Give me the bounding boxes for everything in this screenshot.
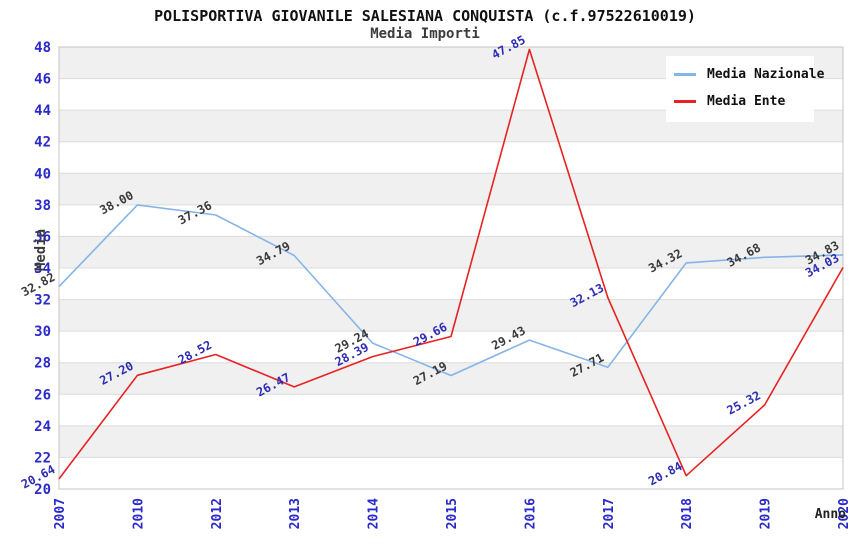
y-tick-label: 36 xyxy=(34,229,51,245)
legend-item-media-nazionale: Media Nazionale xyxy=(674,61,824,88)
x-axis-title: Anno xyxy=(814,507,846,522)
y-tick-label: 24 xyxy=(34,419,51,435)
y-tick-label: 46 xyxy=(34,72,51,88)
x-tick-label: 2007 xyxy=(53,498,68,529)
x-tick-label: 2015 xyxy=(445,498,460,529)
plot-band xyxy=(59,299,843,332)
y-tick-label: 22 xyxy=(34,450,51,466)
x-tick-label: 2020 xyxy=(837,498,850,529)
legend-item-media-ente: Media Ente xyxy=(674,88,806,115)
x-tick-label: 2018 xyxy=(680,498,695,529)
y-tick-label: 28 xyxy=(34,356,51,372)
plot-band xyxy=(59,425,843,458)
y-tick-label: 42 xyxy=(34,135,51,151)
legend-label: Media Ente xyxy=(707,94,786,109)
legend-label: Media Nazionale xyxy=(707,67,825,82)
x-tick-label: 2010 xyxy=(131,498,146,529)
plot-band xyxy=(59,362,843,395)
y-axis-title: Media xyxy=(33,228,49,272)
y-tick-label: 32 xyxy=(34,293,51,309)
y-tick-label: 34 xyxy=(34,261,51,277)
point-label: 20.84 xyxy=(646,459,684,488)
legend-line-swatch xyxy=(674,73,696,76)
series-line-media-nazionale xyxy=(58,204,844,377)
x-tick-label: 2016 xyxy=(523,498,538,529)
x-tick-label: 2014 xyxy=(367,498,382,529)
y-tick-label: 40 xyxy=(34,166,51,182)
y-tick-label: 30 xyxy=(34,324,51,340)
chart-subtitle: Media Importi xyxy=(370,26,480,42)
legend-line-swatch xyxy=(674,100,696,103)
plot-band xyxy=(59,236,843,268)
x-tick-label: 2013 xyxy=(288,498,303,529)
y-tick-label: 26 xyxy=(34,387,51,403)
y-tick-label: 20 xyxy=(34,482,51,498)
chart-legend: Media Nazionale Media Ente xyxy=(666,56,824,122)
x-tick-label: 2017 xyxy=(602,498,617,529)
y-tick-label: 38 xyxy=(34,198,51,214)
x-tick-label: 2019 xyxy=(759,498,774,529)
chart-title: POLISPORTIVA GIOVANILE SALESIANA CONQUIS… xyxy=(154,7,696,25)
series-line-media-ente xyxy=(58,48,844,480)
x-tick-label: 2012 xyxy=(210,498,225,529)
plot-band xyxy=(59,173,843,205)
y-tick-label: 44 xyxy=(34,103,51,119)
y-tick-label: 48 xyxy=(34,40,51,56)
